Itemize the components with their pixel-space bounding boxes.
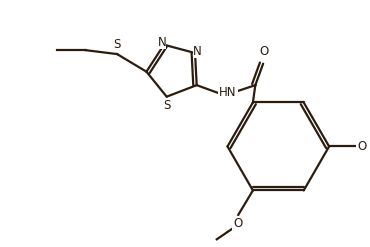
Text: O: O <box>259 45 269 58</box>
Text: O: O <box>357 140 367 153</box>
Text: S: S <box>163 99 170 112</box>
Text: N: N <box>158 36 166 49</box>
Text: S: S <box>114 38 121 51</box>
Text: HN: HN <box>219 86 237 100</box>
Text: N: N <box>193 44 201 58</box>
Text: O: O <box>233 217 243 230</box>
